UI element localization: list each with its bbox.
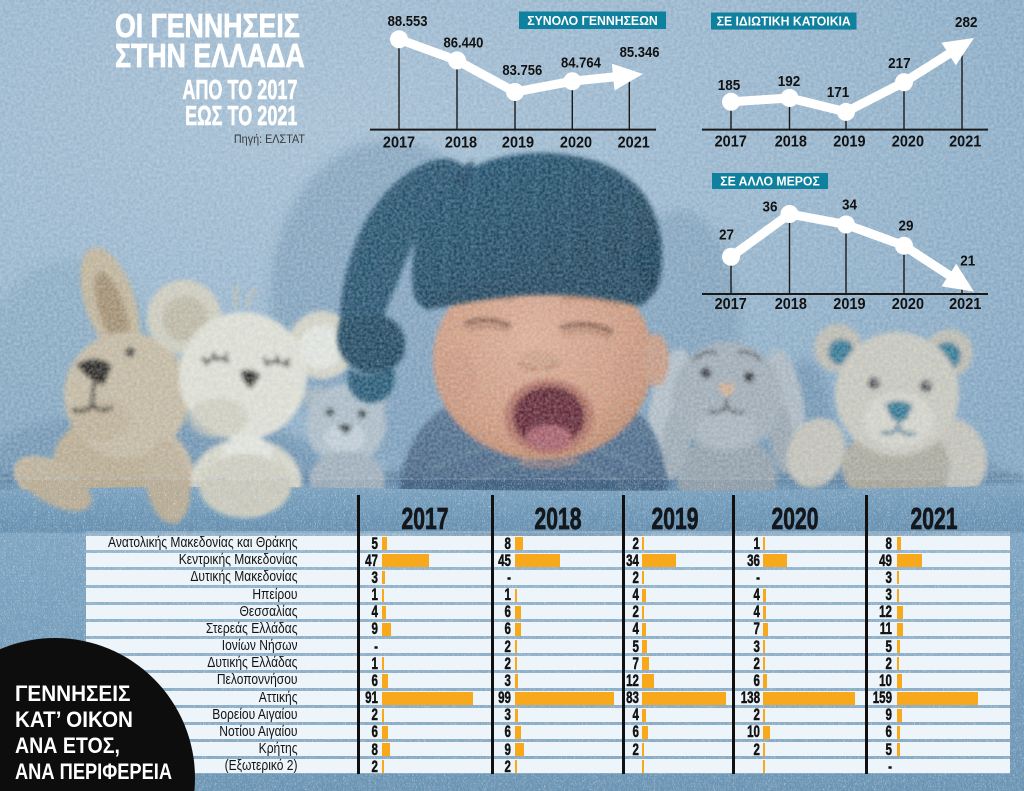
svg-text:88.553: 88.553 (388, 12, 428, 29)
svg-text:2017: 2017 (383, 134, 415, 152)
svg-text:2021: 2021 (949, 296, 981, 314)
svg-text:171: 171 (827, 84, 850, 101)
svg-text:2021: 2021 (618, 134, 650, 152)
svg-text:2019: 2019 (833, 296, 865, 314)
svg-text:282: 282 (955, 14, 978, 31)
svg-text:21: 21 (960, 253, 975, 270)
svg-text:185: 185 (718, 77, 741, 94)
svg-text:2018: 2018 (445, 134, 477, 152)
svg-text:2020: 2020 (892, 133, 924, 151)
svg-text:83.756: 83.756 (502, 61, 542, 78)
svg-text:27: 27 (719, 227, 734, 244)
svg-text:85.346: 85.346 (620, 43, 660, 60)
svg-text:ΣΥΝΟΛΟ ΓΕΝΝΗΣΕΩΝ: ΣΥΝΟΛΟ ΓΕΝΝΗΣΕΩΝ (527, 14, 658, 28)
svg-text:86.440: 86.440 (444, 34, 484, 51)
svg-text:34: 34 (842, 197, 857, 214)
svg-text:2017: 2017 (715, 133, 747, 151)
svg-text:2019: 2019 (833, 133, 865, 151)
svg-text:36: 36 (762, 199, 777, 216)
svg-text:ΣΕ ΙΔΙΩΤΙΚΗ ΚΑΤΟΙΚΙΑ: ΣΕ ΙΔΙΩΤΙΚΗ ΚΑΤΟΙΚΙΑ (717, 14, 851, 28)
svg-text:84.764: 84.764 (561, 54, 601, 71)
svg-text:2019: 2019 (502, 134, 534, 152)
svg-text:29: 29 (898, 218, 913, 235)
svg-text:2018: 2018 (775, 133, 807, 151)
svg-text:2018: 2018 (775, 296, 807, 314)
svg-text:217: 217 (888, 55, 911, 72)
svg-text:192: 192 (778, 73, 801, 90)
svg-text:2020: 2020 (560, 134, 592, 152)
svg-text:2020: 2020 (892, 296, 924, 314)
svg-text:2017: 2017 (715, 296, 747, 314)
svg-text:ΣΕ ΑΛΛΟ ΜΕΡΟΣ: ΣΕ ΑΛΛΟ ΜΕΡΟΣ (720, 174, 820, 188)
svg-text:2021: 2021 (949, 133, 981, 151)
